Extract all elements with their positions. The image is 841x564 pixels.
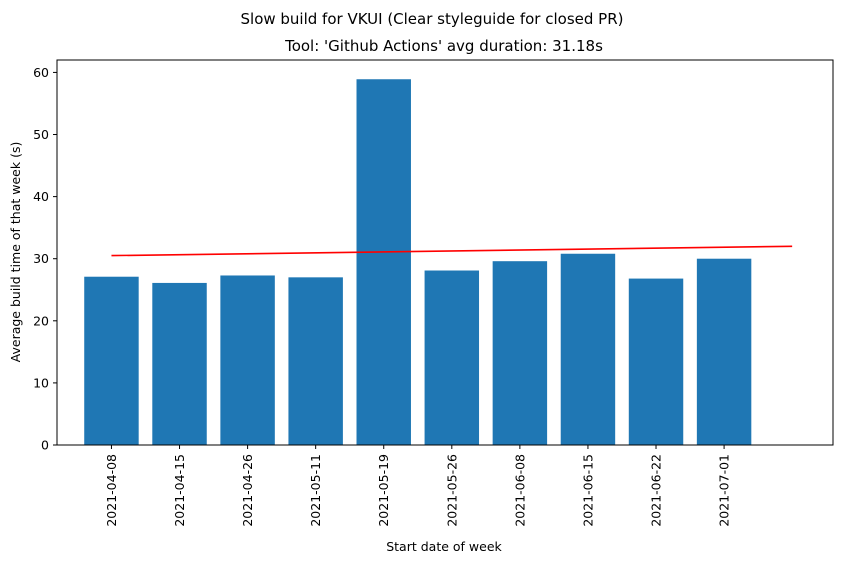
- y-tick-label: 0: [41, 438, 49, 453]
- bar-2021-05-19: [356, 79, 411, 445]
- trend-line: [111, 245, 793, 257]
- chart-suptitle: Slow build for VKUI (Clear styleguide fo…: [241, 10, 624, 28]
- x-axis: 2021-04-08 2021-04-15 2021-04-26 2021-05-11…: [104, 445, 732, 527]
- x-tick-label: 2021-07-01: [717, 454, 732, 527]
- y-tick-label: 50: [33, 127, 49, 142]
- y-tick-label: 60: [33, 65, 49, 80]
- x-tick-label: 2021-04-08: [104, 454, 119, 527]
- y-tick-label: 10: [33, 375, 49, 390]
- x-tick-label: 2021-05-11: [308, 454, 323, 527]
- bar-2021-04-26: [220, 275, 275, 445]
- x-tick-label: 2021-04-15: [172, 454, 187, 527]
- bar-2021-07-01: [696, 258, 752, 445]
- bar-2021-04-15: [152, 282, 207, 445]
- y-axis-label: Average build time of that week (s): [8, 142, 23, 363]
- x-tick-label: 2021-06-08: [512, 454, 527, 527]
- y-tick-label: 30: [33, 251, 49, 266]
- plot-frame: [56, 59, 834, 446]
- bar-2021-04-08: [84, 276, 139, 445]
- bars-group: [84, 79, 752, 445]
- y-tick-label: 20: [33, 313, 49, 328]
- bar-2021-05-26: [424, 270, 480, 445]
- bar-2021-05-11: [288, 277, 343, 445]
- x-tick-label: 2021-06-15: [580, 454, 595, 527]
- x-tick-label: 2021-06-22: [649, 454, 664, 527]
- chart-title: Tool: 'Github Actions' avg duration: 31.…: [284, 37, 603, 55]
- trend-group: [111, 245, 793, 257]
- x-tick-label: 2021-05-26: [444, 454, 459, 527]
- x-axis-label: Start date of week: [386, 539, 502, 554]
- y-axis: 0 10 20 30 40 50 60: [33, 65, 57, 453]
- bar-2021-06-08: [492, 261, 548, 445]
- y-tick-label: 40: [33, 189, 49, 204]
- bar-2021-06-15: [560, 253, 616, 445]
- x-tick-label: 2021-04-26: [240, 454, 255, 527]
- bar-2021-06-22: [628, 278, 684, 445]
- x-tick-label: 2021-05-19: [376, 454, 391, 527]
